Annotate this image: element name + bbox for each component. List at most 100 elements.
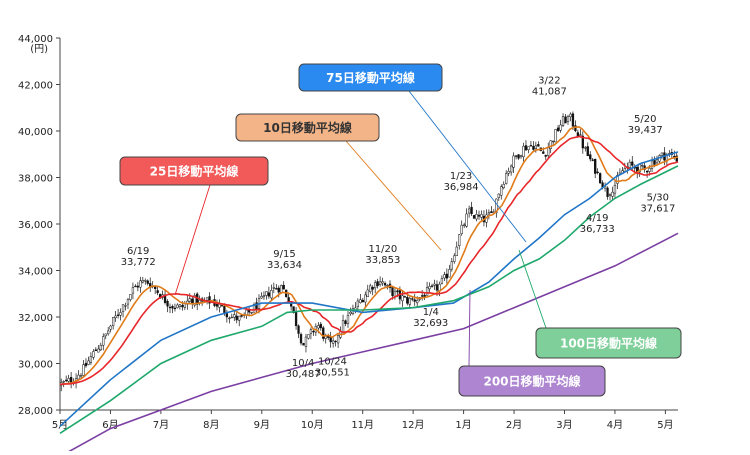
- candle-body: [401, 295, 404, 302]
- candle-body: [62, 381, 65, 383]
- candle-body: [391, 286, 394, 296]
- candle-body: [386, 285, 389, 287]
- candle-body: [364, 294, 367, 303]
- candle-body: [576, 132, 580, 137]
- candle-body: [267, 292, 271, 297]
- candle-body: [675, 155, 678, 162]
- candle-body: [107, 330, 110, 335]
- candle-body: [82, 364, 85, 376]
- candle-body: [460, 224, 463, 235]
- candle-body: [547, 147, 550, 156]
- candle-body: [408, 298, 411, 305]
- candle-body: [245, 309, 248, 315]
- x-tick-label: 8月: [203, 419, 219, 431]
- candle-body: [430, 285, 434, 287]
- candle-body: [270, 290, 273, 299]
- x-tick-label: 1月: [455, 419, 471, 431]
- x-tick-label: 11月: [351, 419, 374, 431]
- candle-body: [344, 320, 347, 324]
- candle-body: [129, 294, 132, 300]
- candle-body: [124, 305, 127, 307]
- candle-body: [102, 336, 105, 346]
- candle-body: [631, 161, 634, 166]
- x-tick-label: 2月: [506, 419, 522, 431]
- candle-body: [655, 159, 659, 164]
- label-box-text: 200日移動平均線: [483, 374, 580, 389]
- candle-body: [453, 255, 456, 262]
- candle-body: [371, 286, 374, 290]
- candle-body: [648, 167, 651, 172]
- candle-body: [99, 344, 102, 351]
- annotation-date: 9/15: [273, 249, 295, 260]
- candle-body: [559, 124, 562, 131]
- candle-body: [94, 349, 97, 352]
- candle-body: [584, 147, 587, 149]
- candle-body: [589, 154, 592, 160]
- candle-body: [144, 280, 147, 282]
- candle-body: [294, 311, 298, 326]
- candle-body: [126, 299, 130, 305]
- label-box-text: 75日移動平均線: [326, 70, 415, 85]
- candle-body: [312, 330, 315, 333]
- candle-body: [319, 323, 322, 329]
- candle-body: [238, 315, 241, 321]
- candle-body: [89, 356, 93, 363]
- candle-body: [299, 334, 303, 344]
- candle-body: [121, 304, 125, 312]
- candle-body: [67, 378, 70, 382]
- candle-body: [171, 306, 174, 309]
- x-tick-label: 6月: [102, 419, 118, 431]
- candle-body: [420, 295, 424, 297]
- candle-body: [653, 160, 656, 165]
- candle-body: [495, 198, 498, 214]
- candle-body: [438, 283, 441, 291]
- candle-body: [450, 261, 453, 270]
- candle-body: [262, 295, 266, 298]
- candle-body: [537, 144, 540, 147]
- candle-body: [173, 307, 177, 310]
- y-tick-label: 40,000: [18, 127, 53, 138]
- candle-body: [413, 299, 416, 302]
- candle-body: [532, 145, 535, 150]
- candle-body: [403, 296, 406, 298]
- candle-body: [97, 348, 100, 353]
- candle-body: [490, 211, 493, 214]
- candle-body: [104, 333, 107, 337]
- candle-body: [225, 313, 229, 318]
- annotation-value: 36,733: [580, 224, 615, 235]
- candle-body: [277, 287, 280, 293]
- y-axis-unit: (円): [30, 44, 48, 55]
- candle-body: [381, 281, 384, 284]
- annotation-value: 30,551: [315, 368, 350, 379]
- ma-line-1: [59, 135, 679, 386]
- label-box-text: 25日移動平均線: [150, 164, 239, 179]
- annotation-value: 30,487: [286, 369, 321, 380]
- x-tick-label: 4月: [607, 419, 623, 431]
- candle-body: [611, 191, 614, 197]
- candle-body: [465, 213, 468, 227]
- candle-body: [411, 298, 414, 300]
- candle-body: [369, 285, 372, 292]
- label-box: [298, 63, 443, 92]
- candle-body: [116, 314, 120, 316]
- candle-body: [480, 214, 483, 218]
- candle-body: [198, 299, 201, 303]
- annotation-date: 5/30: [647, 192, 669, 203]
- candle-body: [564, 116, 567, 124]
- candle-body: [561, 116, 565, 126]
- candle-body: [92, 351, 95, 358]
- candle-body: [428, 286, 431, 290]
- candle-body: [527, 146, 530, 150]
- annotation-date: 6/19: [127, 246, 149, 257]
- annotation-value: 33,772: [121, 257, 156, 268]
- x-tick-label: 10月: [301, 419, 324, 431]
- candle-body: [470, 206, 473, 215]
- label-box: [535, 327, 682, 359]
- candle-body: [334, 340, 337, 343]
- x-tick-label: 3月: [556, 419, 572, 431]
- candle-body: [554, 129, 557, 143]
- candle-body: [596, 171, 599, 173]
- leader-line: [408, 90, 527, 243]
- candle-body: [566, 116, 570, 122]
